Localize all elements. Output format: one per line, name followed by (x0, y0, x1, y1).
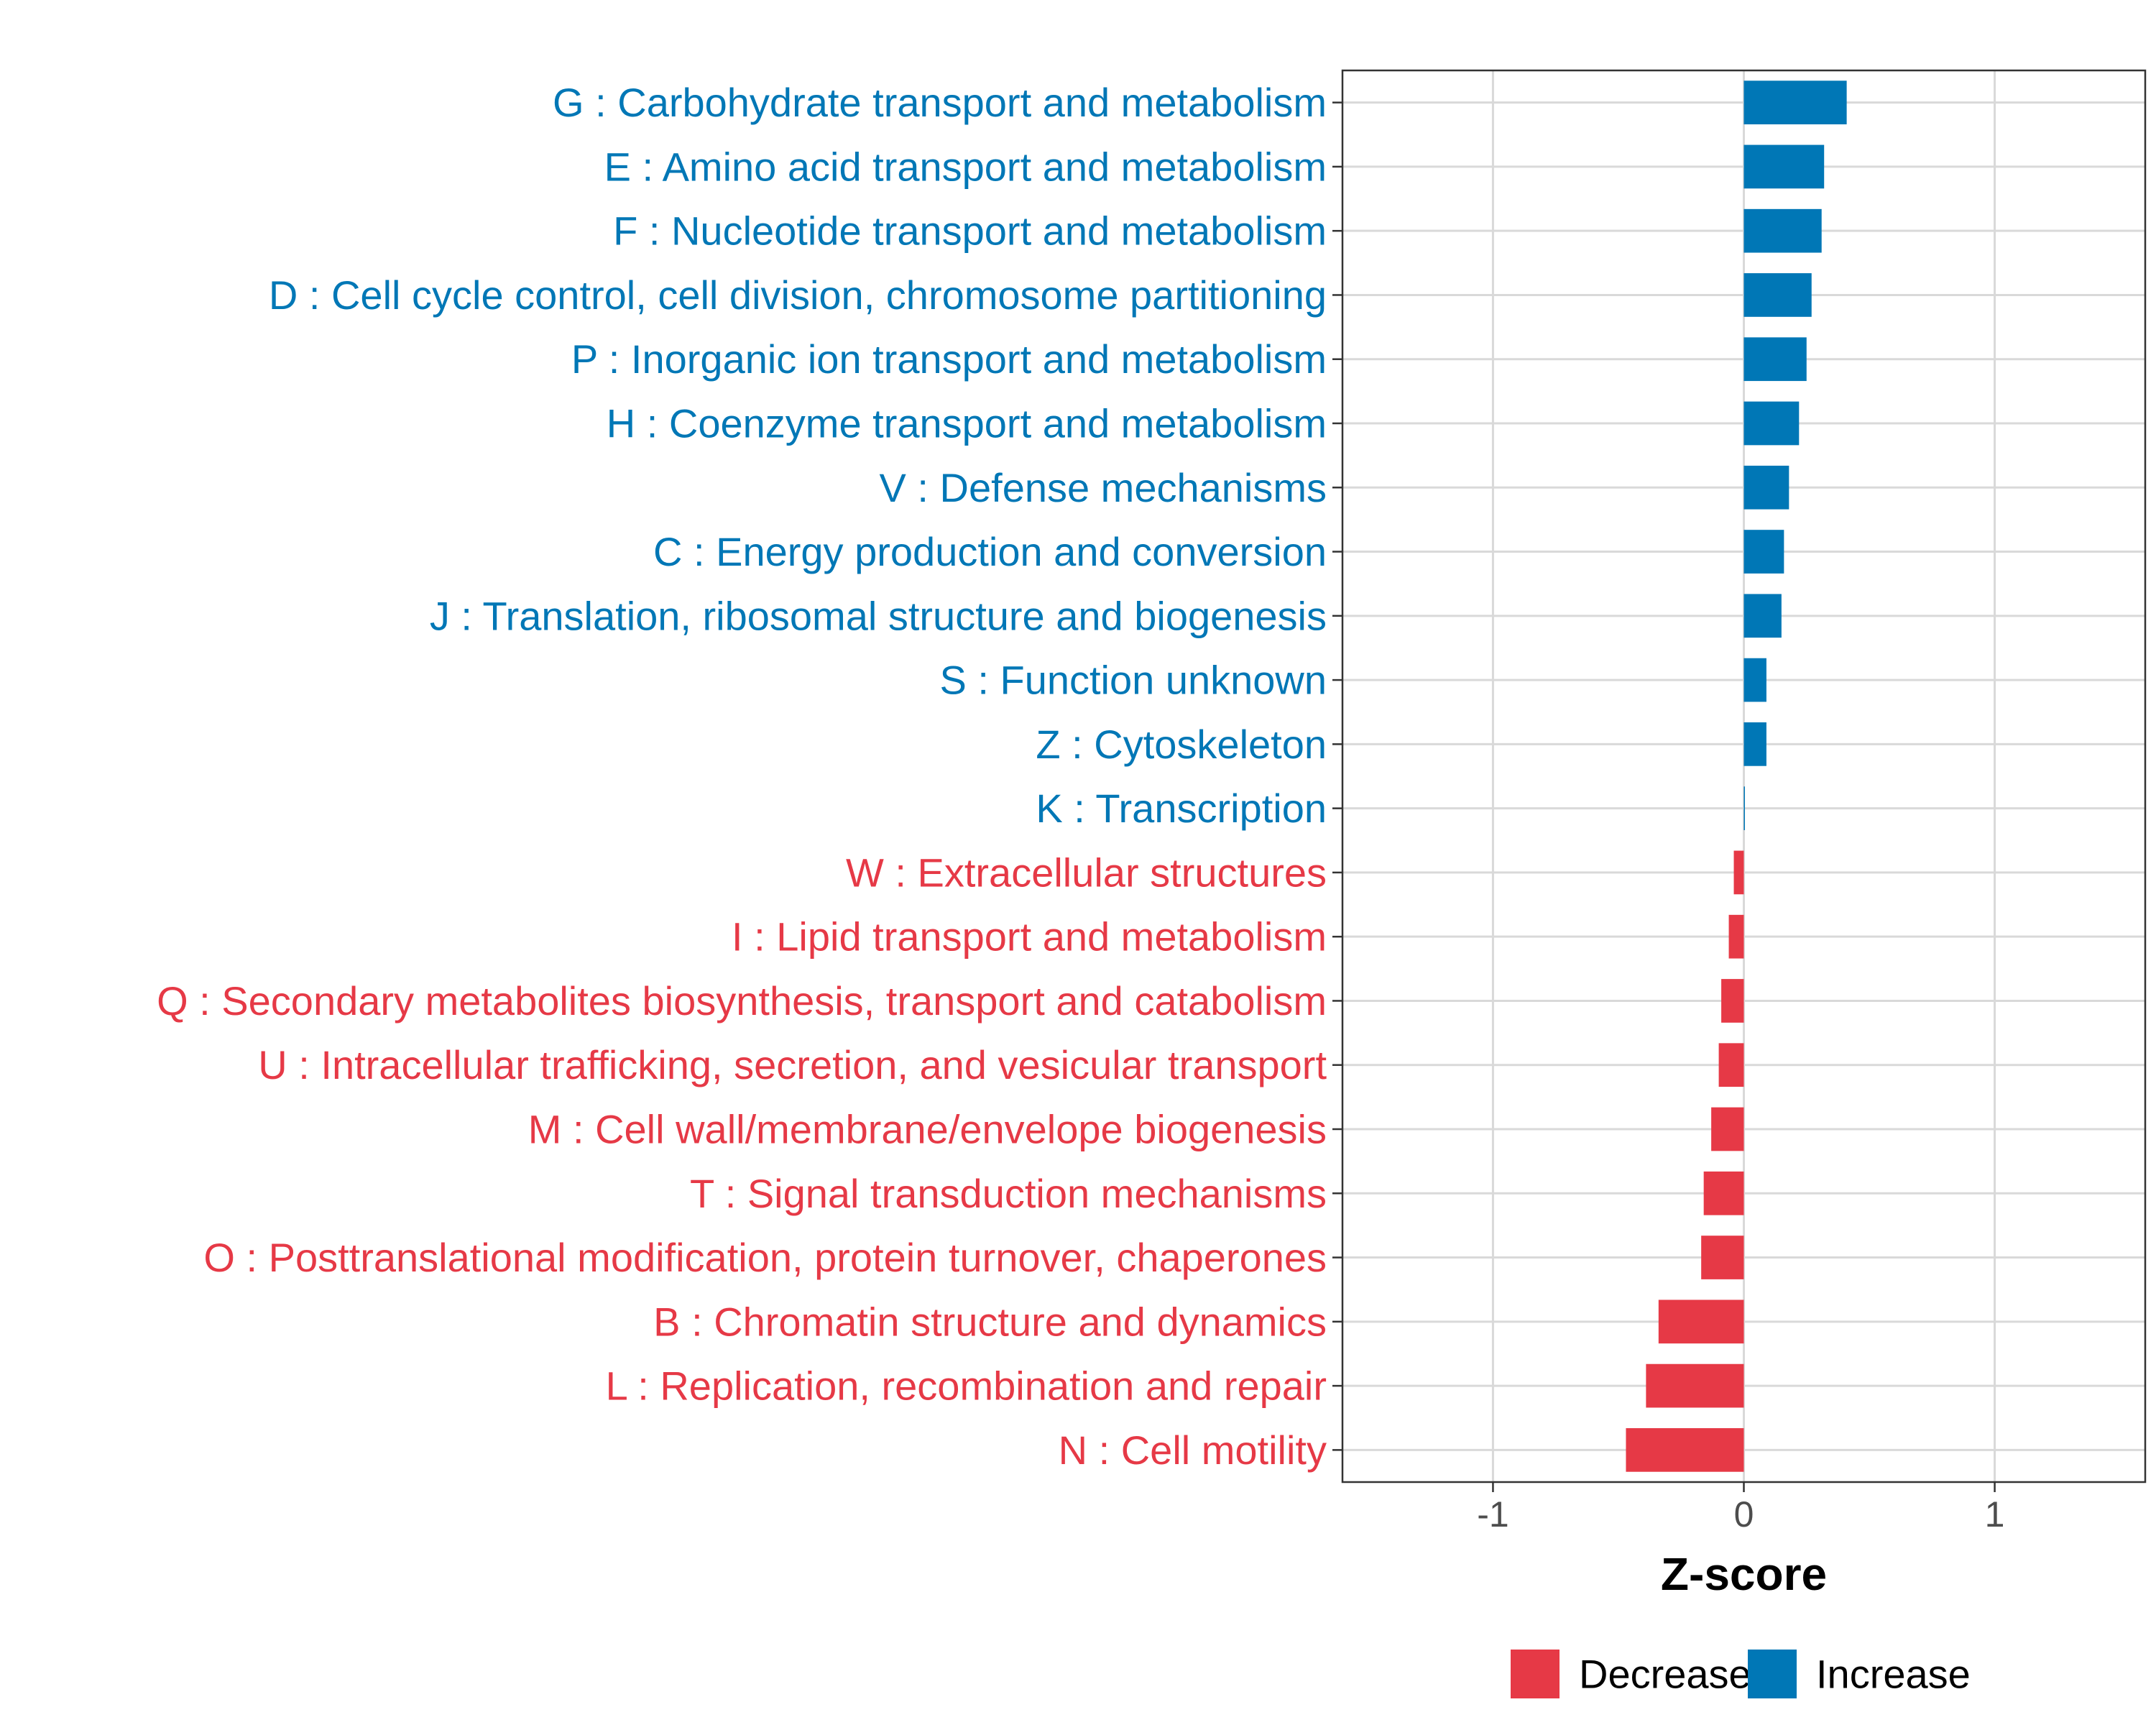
bar-19 (1701, 1236, 1744, 1279)
category-label: P : Inorganic ion transport and metaboli… (571, 336, 1327, 382)
x-tick-label: 1 (1985, 1494, 2005, 1535)
category-label: U : Intracellular trafficking, secretion… (258, 1042, 1327, 1087)
bar-15 (1721, 979, 1744, 1023)
bar-7 (1743, 465, 1789, 510)
bar-2 (1743, 144, 1825, 189)
bar-1 (1743, 80, 1847, 124)
bar-10 (1743, 658, 1766, 702)
x-axis-title: Z-score (1661, 1548, 1827, 1600)
category-label: V : Defense mechanisms (880, 465, 1327, 510)
legend-key-increase (1748, 1650, 1797, 1698)
bar-16 (1718, 1043, 1744, 1087)
bar-11 (1743, 722, 1766, 766)
bar-13 (1733, 850, 1744, 895)
bar-3 (1743, 208, 1822, 253)
y-axis-ticks (1332, 101, 1342, 1451)
category-label: F : Nucleotide transport and metabolism (613, 208, 1327, 254)
category-label: C : Energy production and conversion (653, 529, 1327, 574)
category-label: G : Carbohydrate transport and metabolis… (553, 80, 1327, 125)
category-label: S : Function unknown (939, 658, 1327, 703)
category-label: T : Signal transduction mechanisms (690, 1171, 1327, 1216)
bar-5 (1743, 337, 1807, 382)
bars (1626, 80, 1847, 1472)
category-label: M : Cell wall/membrane/envelope biogenes… (528, 1107, 1327, 1152)
bar-21 (1646, 1363, 1744, 1408)
bar-20 (1658, 1300, 1744, 1344)
category-label: Z : Cytoskeleton (1036, 722, 1327, 767)
category-label: K : Transcription (1036, 786, 1327, 831)
bar-6 (1743, 401, 1800, 446)
x-axis-ticks: -1 0 1 (1477, 1482, 2004, 1535)
bar-18 (1703, 1171, 1744, 1215)
bar-12 (1743, 786, 1745, 830)
bar-8 (1743, 530, 1784, 574)
category-label: J : Translation, ribosomal structure and… (430, 593, 1327, 638)
category-label: D : Cell cycle control, cell division, c… (269, 272, 1327, 318)
bar-14 (1728, 914, 1744, 959)
bar-9 (1743, 594, 1782, 638)
bar-17 (1711, 1107, 1744, 1151)
category-label: N : Cell motility (1059, 1427, 1327, 1473)
bar-4 (1743, 273, 1812, 317)
x-tick-label: 0 (1734, 1494, 1754, 1535)
category-label: H : Coenzyme transport and metabolism (607, 401, 1327, 446)
y-axis-category-labels: G : Carbohydrate transport and metabolis… (157, 80, 1327, 1473)
category-label: W : Extracellular structures (846, 850, 1327, 895)
legend-key-decrease (1511, 1650, 1560, 1698)
x-tick-label: -1 (1477, 1494, 1508, 1535)
category-label: B : Chromatin structure and dynamics (653, 1299, 1327, 1344)
bar-22 (1626, 1428, 1744, 1472)
legend: Decrease Increase (1511, 1650, 1971, 1698)
category-label: O : Posttranslational modification, prot… (203, 1235, 1327, 1280)
category-label: Q : Secondary metabolites biosynthesis, … (157, 978, 1327, 1024)
legend-label-decrease: Decrease (1579, 1652, 1751, 1697)
category-label: I : Lipid transport and metabolism (732, 914, 1327, 960)
legend-label-increase: Increase (1816, 1652, 1971, 1697)
category-label: L : Replication, recombination and repai… (606, 1363, 1327, 1409)
category-label: E : Amino acid transport and metabolism (604, 144, 1327, 189)
